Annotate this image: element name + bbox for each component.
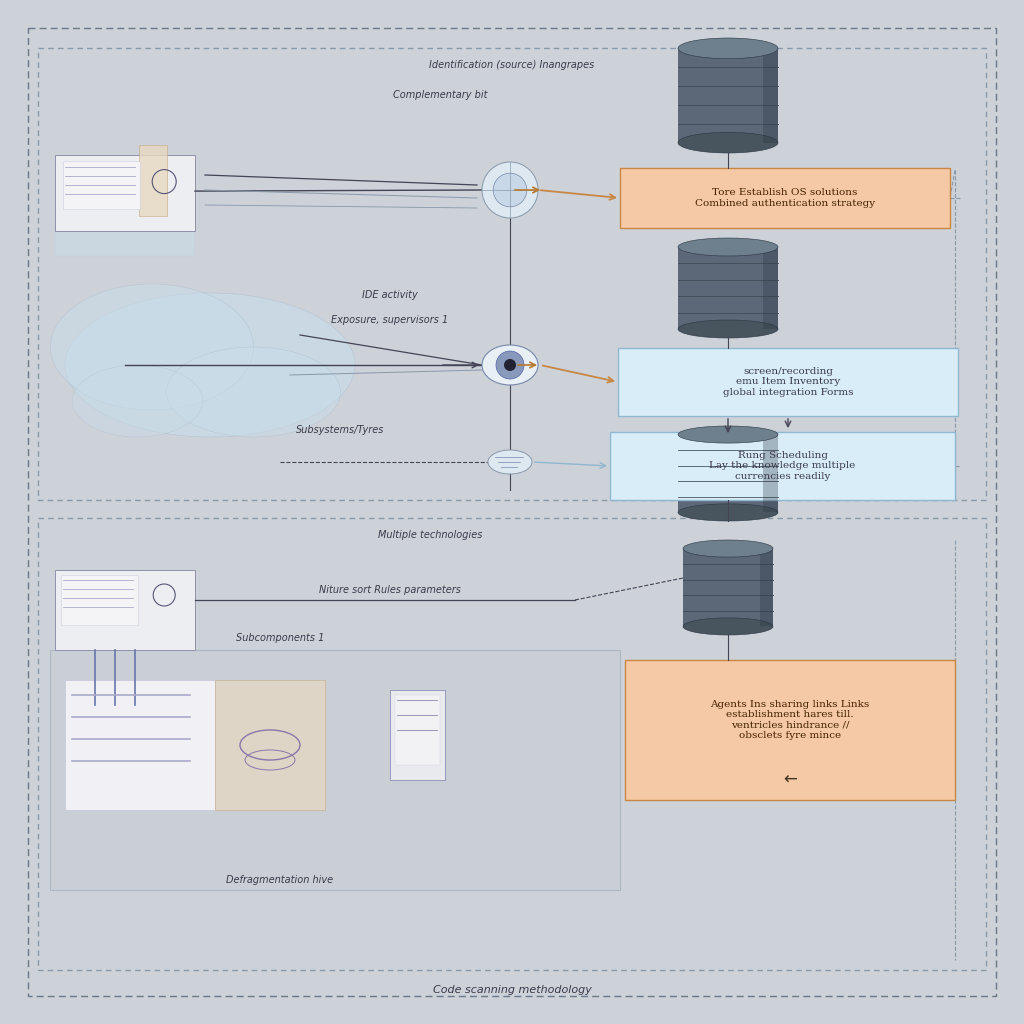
Ellipse shape bbox=[73, 365, 203, 437]
Ellipse shape bbox=[678, 238, 778, 256]
Bar bbox=[683, 549, 773, 627]
Ellipse shape bbox=[678, 38, 778, 58]
Bar bbox=[215, 680, 325, 810]
Bar bbox=[139, 145, 167, 216]
Text: Niture sort Rules parameters: Niture sort Rules parameters bbox=[319, 585, 461, 595]
Bar bbox=[678, 48, 778, 142]
Bar bbox=[763, 434, 778, 512]
Circle shape bbox=[482, 162, 538, 218]
Bar bbox=[55, 155, 195, 231]
Text: Complementary bit: Complementary bit bbox=[393, 90, 487, 100]
Bar bbox=[618, 348, 958, 416]
Text: IDE activity: IDE activity bbox=[362, 290, 418, 300]
Ellipse shape bbox=[683, 540, 773, 557]
Ellipse shape bbox=[488, 450, 532, 474]
Text: Code scanning methodology: Code scanning methodology bbox=[432, 985, 592, 995]
Bar bbox=[760, 549, 773, 627]
Text: Identification (source) Inangrapes: Identification (source) Inangrapes bbox=[429, 60, 595, 70]
Text: Exposure, supervisors 1: Exposure, supervisors 1 bbox=[332, 315, 449, 325]
Bar bbox=[63, 161, 140, 209]
Bar bbox=[61, 575, 138, 625]
Text: Subcomponents 1: Subcomponents 1 bbox=[236, 633, 325, 643]
Ellipse shape bbox=[65, 293, 355, 437]
Bar bbox=[38, 48, 986, 500]
Bar bbox=[55, 570, 195, 650]
Text: Rung Scheduling
Lay the knowledge multiple
currencies readily: Rung Scheduling Lay the knowledge multip… bbox=[710, 452, 856, 481]
Bar bbox=[678, 247, 778, 329]
Ellipse shape bbox=[678, 132, 778, 153]
Text: Agents Ins sharing links Links
establishment hares till.
ventricles hindrance //: Agents Ins sharing links Links establish… bbox=[711, 699, 869, 740]
Circle shape bbox=[494, 173, 526, 207]
Bar bbox=[620, 168, 950, 228]
Bar bbox=[763, 48, 778, 142]
Bar bbox=[610, 432, 955, 500]
Bar bbox=[763, 247, 778, 329]
Bar bbox=[395, 695, 440, 765]
Text: Subsystems/Tyres: Subsystems/Tyres bbox=[296, 425, 384, 435]
Bar bbox=[38, 518, 986, 970]
Bar bbox=[65, 680, 215, 810]
Ellipse shape bbox=[683, 617, 773, 635]
Text: Multiple technologies: Multiple technologies bbox=[378, 530, 482, 540]
Text: screen/recording
emu Item Inventory
global integration Forms: screen/recording emu Item Inventory glob… bbox=[723, 367, 853, 397]
Ellipse shape bbox=[678, 319, 778, 338]
Ellipse shape bbox=[482, 345, 538, 385]
Bar bbox=[55, 226, 195, 256]
Ellipse shape bbox=[167, 347, 341, 437]
Ellipse shape bbox=[50, 284, 254, 410]
Bar bbox=[50, 650, 620, 890]
Circle shape bbox=[504, 359, 516, 371]
Text: Defragmentation hive: Defragmentation hive bbox=[226, 874, 334, 885]
Text: ←: ← bbox=[783, 771, 797, 790]
Circle shape bbox=[496, 351, 524, 379]
Ellipse shape bbox=[678, 426, 778, 443]
Bar bbox=[390, 690, 445, 780]
Bar bbox=[678, 434, 778, 512]
Text: Tore Establish OS solutions
Combined authentication strategy: Tore Establish OS solutions Combined aut… bbox=[695, 188, 876, 208]
Bar bbox=[625, 660, 955, 800]
Ellipse shape bbox=[678, 504, 778, 521]
